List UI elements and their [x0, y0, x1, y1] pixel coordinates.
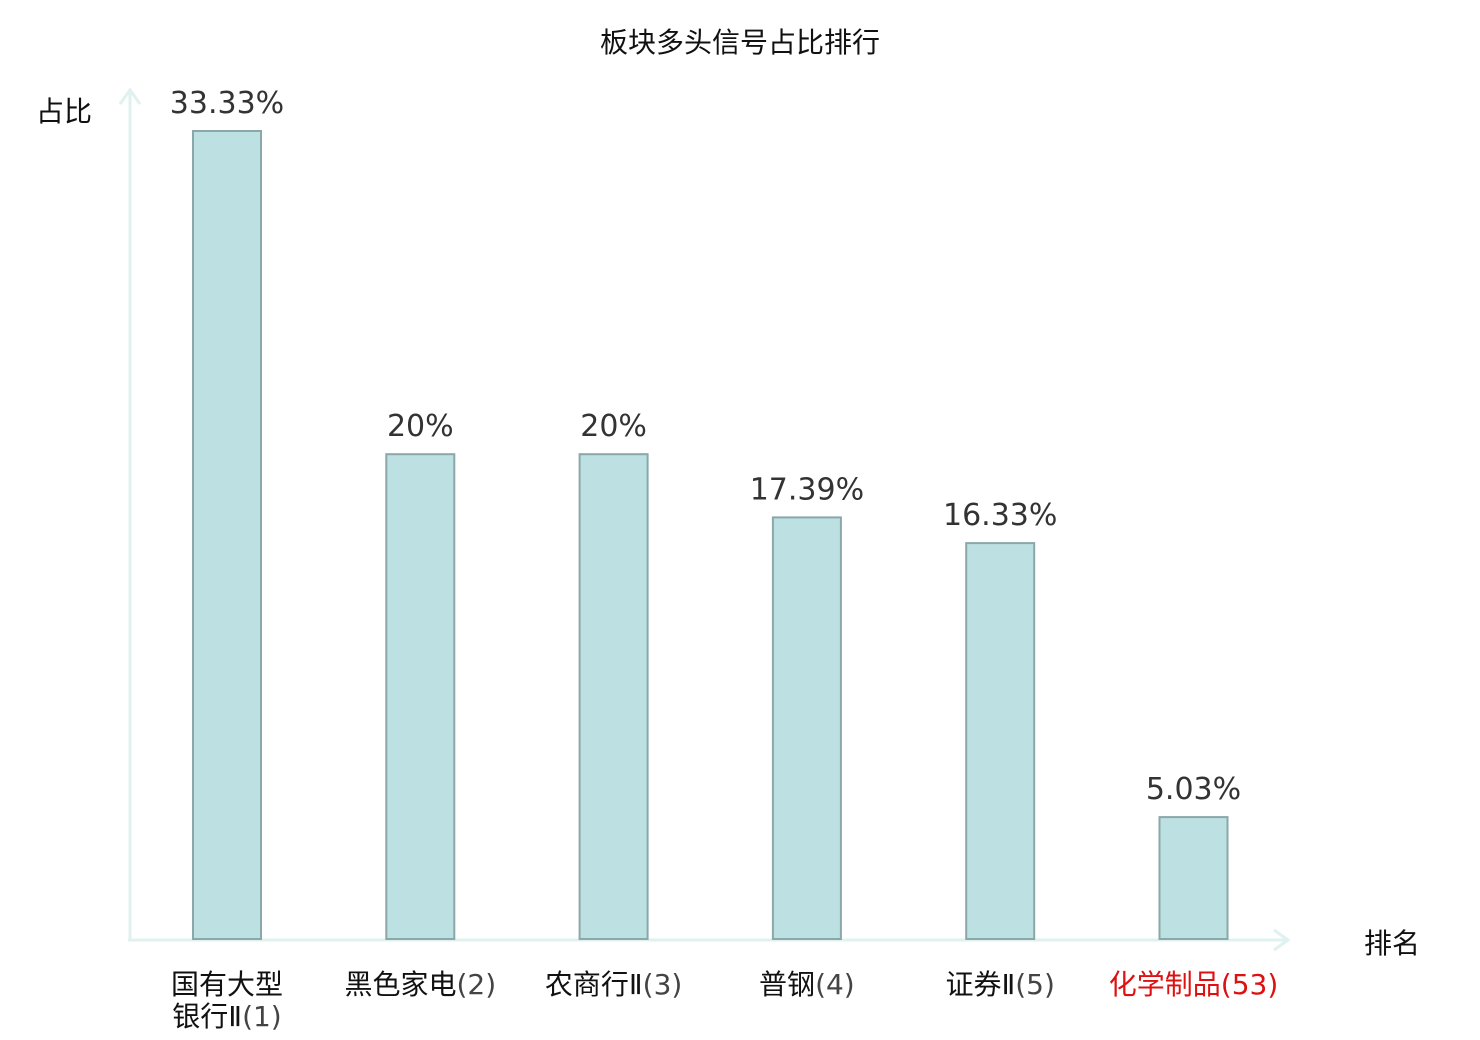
bar-1 [192, 130, 262, 940]
category-name: 普钢 [759, 968, 815, 1001]
category-name: 银行Ⅱ [172, 1000, 242, 1033]
bar-4 [771, 516, 842, 941]
category-rank: (3) [643, 968, 683, 1001]
category-rank: (53) [1221, 968, 1278, 1001]
bar-3 [578, 453, 649, 940]
category-label-4: 普钢(4) [759, 968, 855, 1001]
x-axis-arrow [1273, 928, 1291, 952]
value-labels: 33.33% 20% 20% 17.39% 16.33% 5.03% [170, 86, 1241, 807]
x-axis-label: 排名 [1364, 927, 1420, 960]
value-label-6: 5.03% [1146, 772, 1241, 807]
value-label-3: 20% [580, 409, 647, 444]
value-label-4: 17.39% [750, 472, 864, 507]
category-name: 黑色家电 [344, 968, 456, 1001]
bar-2 [385, 453, 456, 940]
category-label-5: 证券Ⅱ(5) [945, 968, 1054, 1001]
category-label-3: 农商行Ⅱ(3) [545, 968, 682, 1001]
category-name: 国有大型 [171, 968, 283, 1001]
category-rank: (1) [242, 1000, 282, 1033]
value-label-2: 20% [387, 409, 454, 444]
bar-6 [1158, 816, 1229, 940]
y-axis-arrow [118, 87, 142, 105]
value-label-5: 16.33% [943, 498, 1057, 533]
category-label-1-line-2: 银行Ⅱ(1) [172, 1000, 281, 1033]
chart-title: 板块多头信号占比排行 [600, 26, 880, 59]
category-label-6: 化学制品(53) [1109, 968, 1279, 1001]
y-axis-label: 占比 [36, 95, 92, 128]
category-name: 农商行Ⅱ [545, 968, 643, 1001]
category-name: 证券Ⅱ [945, 968, 1015, 1001]
category-label-2: 黑色家电(2) [344, 968, 496, 1001]
category-label-1-line-1: 国有大型 [171, 968, 283, 1001]
axes [118, 87, 1291, 952]
category-name: 化学制品 [1109, 968, 1221, 1001]
value-label-1: 33.33% [170, 86, 284, 121]
category-rank: (4) [815, 968, 855, 1001]
category-rank: (5) [1015, 968, 1055, 1001]
bars [192, 130, 1229, 941]
bar-5 [965, 542, 1036, 940]
category-rank: (2) [456, 968, 496, 1001]
